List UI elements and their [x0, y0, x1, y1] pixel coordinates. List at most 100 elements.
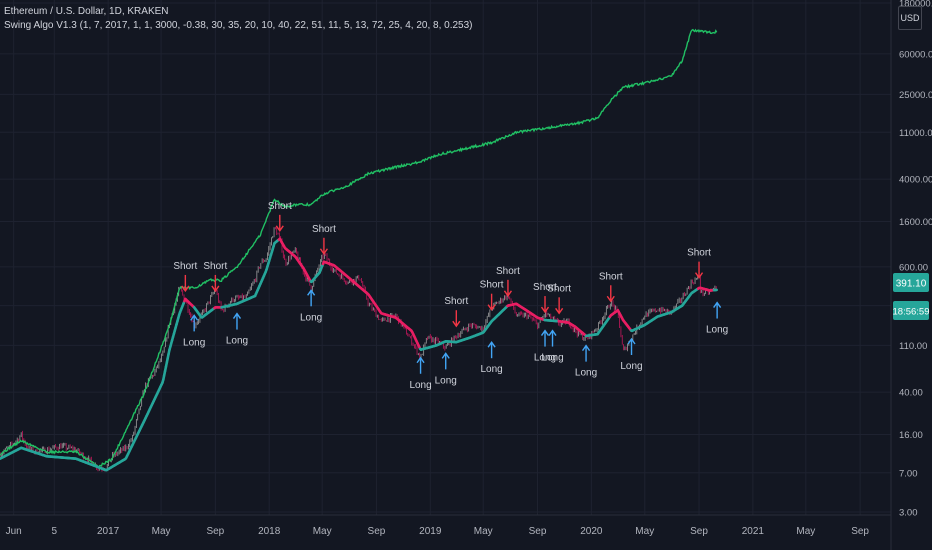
short-signal: Short	[444, 296, 468, 328]
long-arrow-head	[581, 344, 591, 352]
long-signal: Long	[300, 289, 322, 323]
long-label: Long	[480, 364, 502, 375]
short-arrow-head	[503, 290, 513, 298]
short-label: Short	[173, 261, 197, 272]
short-label: Short	[547, 283, 571, 294]
x-tick-label: 2017	[97, 526, 120, 537]
short-label: Short	[444, 296, 468, 307]
equity-line	[0, 28, 718, 468]
short-label: Short	[312, 224, 336, 235]
short-arrow-head	[181, 285, 190, 293]
short-label: Short	[496, 266, 520, 277]
chart-legend: Ethereum / U.S. Dollar, 1D, KRAKEN Swing…	[4, 5, 473, 33]
short-signal: Short	[687, 248, 711, 279]
long-signal: Long	[541, 329, 564, 364]
x-tick-label: May	[635, 526, 654, 537]
long-arrow-head	[487, 340, 496, 348]
short-label: Short	[203, 261, 227, 272]
short-signal: Short	[599, 271, 623, 303]
x-tick-label: 2019	[419, 526, 442, 537]
short-signal: Short	[173, 261, 198, 293]
x-tick-label: Sep	[690, 526, 708, 537]
long-label: Long	[620, 361, 642, 372]
x-tick-label: 5	[51, 526, 57, 537]
y-tick-label: 40.00	[899, 388, 923, 399]
long-arrow-head	[441, 352, 450, 359]
y-tick-label: 11000.00	[899, 128, 932, 139]
time-axis[interactable]: Jun 5 2017 May Sep 2018 May Sep 2019 May Sep 2020 Ma…	[6, 526, 870, 537]
long-arrow-head	[540, 329, 550, 336]
y-tick-label: 180000.00	[899, 0, 932, 10]
long-signal: Long	[480, 340, 503, 375]
short-arrow-head	[606, 295, 615, 303]
y-tick-label: 4000.00	[899, 175, 932, 186]
trend-line	[0, 237, 718, 472]
y-tick-label: 7.00	[899, 468, 918, 479]
short-label: Short	[268, 201, 292, 212]
long-label: Long	[183, 337, 205, 348]
x-tick-label: Sep	[206, 526, 224, 537]
x-tick-label: May	[152, 526, 171, 537]
countdown-badge: 18:56:59	[893, 301, 929, 320]
short-signal: Short	[547, 283, 571, 315]
short-label: Short	[480, 280, 504, 291]
short-signal: Short	[268, 201, 292, 233]
x-tick-label: 2021	[742, 526, 765, 537]
last-price-badge: 391.10	[893, 273, 929, 292]
long-label: Long	[575, 368, 597, 379]
x-tick-label: 2018	[258, 526, 281, 537]
long-label: Long	[541, 353, 563, 364]
y-tick-label: 600.00	[899, 262, 928, 273]
y-tick-label: 25000.00	[899, 90, 932, 101]
x-tick-label: May	[474, 526, 493, 537]
x-tick-label: Sep	[368, 526, 386, 537]
long-signal: Long	[620, 337, 643, 372]
long-label: Long	[534, 353, 556, 364]
x-tick-label: Sep	[851, 526, 869, 537]
short-arrow-head	[487, 304, 496, 311]
short-arrow-head	[452, 320, 461, 328]
short-signal: Short	[533, 282, 557, 314]
long-label: Long	[435, 375, 457, 386]
long-label: Long	[300, 312, 322, 323]
short-arrow-head	[694, 272, 704, 279]
long-arrow-head	[627, 337, 636, 345]
long-arrow-head	[307, 289, 316, 296]
short-label: Short	[599, 271, 623, 282]
long-signal: Long	[706, 301, 728, 336]
long-label: Long	[706, 325, 728, 336]
short-arrow-head	[540, 306, 550, 314]
short-arrow-head	[555, 307, 564, 315]
y-tick-label: 3.00	[899, 508, 918, 519]
y-tick-label: 110.00	[899, 341, 927, 352]
x-tick-label: Jun	[6, 526, 22, 537]
long-signal: Long	[575, 344, 597, 379]
long-signal: Long	[435, 352, 457, 386]
x-tick-label: Sep	[529, 526, 547, 537]
currency-button[interactable]: USD	[898, 6, 922, 30]
long-signal: Long	[183, 314, 205, 348]
x-tick-label: May	[313, 526, 332, 537]
long-label: Long	[226, 336, 248, 347]
long-arrow-head	[416, 356, 425, 364]
short-signal: Short	[203, 261, 228, 293]
short-signal: Short	[496, 266, 520, 298]
short-arrow-head	[275, 225, 284, 233]
last-price-value: 391.10	[896, 279, 927, 290]
long-arrow-head	[190, 314, 199, 321]
grid-lines	[0, 0, 891, 515]
y-tick-label: 1600.00	[899, 217, 932, 228]
symbol-title[interactable]: Ethereum / U.S. Dollar, 1D, KRAKEN	[4, 6, 169, 17]
indicator-title[interactable]: Swing Algo V1.3 (1, 7, 2017, 1, 1, 3000,…	[4, 20, 473, 31]
long-signal: Long	[409, 356, 432, 391]
long-arrow-head	[548, 329, 557, 336]
short-signal: Short	[480, 280, 504, 311]
long-arrow-head	[232, 312, 242, 319]
x-tick-label: 2020	[580, 526, 603, 537]
y-tick-label: 60000.00	[899, 49, 932, 60]
x-tick-label: May	[796, 526, 815, 537]
short-label: Short	[687, 248, 711, 259]
